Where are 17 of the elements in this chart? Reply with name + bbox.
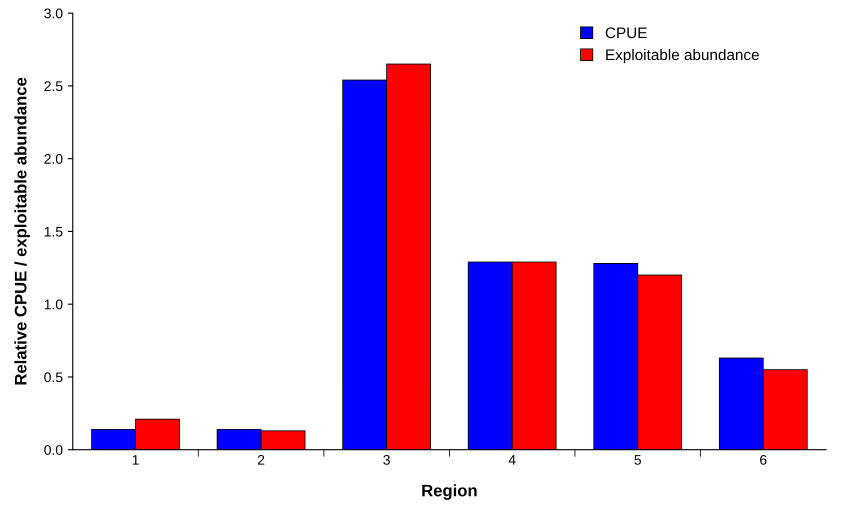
y-tick-label: 0.5 [44,372,62,382]
y-tick-label: 0.0 [44,445,62,455]
x-tick-label: 1 [132,455,139,465]
y-tick-label: 2.5 [44,81,62,92]
legend-label: Exploitable abundance [606,48,759,64]
x-tick-label: 2 [258,454,264,465]
y-tick-label: 1.0 [44,300,62,310]
x-axis-title: Region [422,484,477,500]
y-tick-label: 3.0 [44,8,62,18]
x-tick-label: 6 [760,454,767,465]
x-tick-label: 5 [634,455,641,465]
x-tick-label: 3 [383,454,390,465]
y-axis-title: Relative CPUE / exploitable abundance [14,78,30,385]
x-tick-label: 4 [508,455,516,465]
y-tick-label: 2.0 [44,154,62,164]
legend-label: CPUE [606,27,647,38]
y-tick-label: 1.5 [44,226,62,237]
